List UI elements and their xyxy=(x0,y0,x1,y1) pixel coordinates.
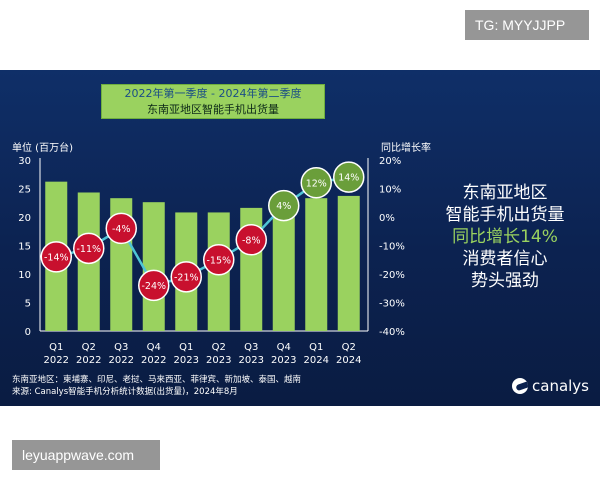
y2-tick-label: -40% xyxy=(379,327,405,338)
x-tick-label: Q4 xyxy=(147,342,161,353)
canalys-logo-icon xyxy=(512,378,528,394)
x-tick-label: Q2 xyxy=(82,342,96,353)
growth-rate-point xyxy=(138,269,170,302)
y2-tick-label: -30% xyxy=(379,299,405,310)
watermark-top: TG: MYYJJPP xyxy=(465,10,589,40)
x-tick-label: 2022 xyxy=(109,355,134,366)
headline-line-1: 东南亚地区 xyxy=(462,183,548,203)
x-tick-label: 2023 xyxy=(174,355,199,366)
growth-rate-label: 14% xyxy=(338,173,359,184)
growth-rate-label: -21% xyxy=(174,272,199,283)
chart-title: 东南亚地区智能手机出货量 xyxy=(147,103,279,116)
x-tick-label: 2022 xyxy=(141,355,166,366)
growth-rate-point xyxy=(333,161,365,193)
growth-rate-point xyxy=(73,232,105,265)
x-tick-label: Q4 xyxy=(277,342,291,353)
growth-rate-point xyxy=(105,212,137,245)
chart-title-box: 2022年第一季度 - 2024年第二季度 东南亚地区智能手机出货量 xyxy=(101,84,325,119)
chart-bar xyxy=(305,198,328,331)
y2-tick-label: -20% xyxy=(379,270,405,281)
growth-rate-point xyxy=(235,224,267,256)
canalys-logo: canalys xyxy=(512,377,589,395)
growth-rate-label: -15% xyxy=(206,255,231,266)
growth-rate-point xyxy=(203,244,235,276)
footnote-region: 东南亚地区：柬埔寨、印尼、老挝、马来西亚、菲律宾、新加坡、泰国、越南 xyxy=(12,375,302,385)
growth-rate-label: 12% xyxy=(306,178,327,189)
chart-bar xyxy=(142,202,165,331)
chart-title-period: 2022年第一季度 - 2024年第二季度 xyxy=(124,87,302,100)
chart-bar xyxy=(272,199,295,331)
growth-rate-label: -11% xyxy=(76,244,101,255)
x-tick-label: 2022 xyxy=(44,355,69,366)
growth-rate-line xyxy=(55,175,349,287)
x-tick-label: Q2 xyxy=(212,342,226,353)
y-tick-label: 15 xyxy=(18,242,31,253)
y-tick-label: 0 xyxy=(25,327,31,338)
x-tick-label: 2023 xyxy=(271,355,296,366)
x-tick-label: 2023 xyxy=(206,355,231,366)
canalys-logo-text: canalys xyxy=(532,377,589,395)
headline-line-3: 同比增长14% xyxy=(452,227,558,247)
headline-line-4: 消费者信心 xyxy=(462,249,548,269)
x-tick-label: 2024 xyxy=(304,355,329,366)
x-tick-label: Q1 xyxy=(179,342,193,353)
x-tick-label: Q1 xyxy=(49,342,63,353)
growth-rate-point xyxy=(268,189,300,222)
y-tick-label: 30 xyxy=(18,156,31,167)
y-tick-label: 5 xyxy=(25,299,31,310)
chart-bar xyxy=(337,195,360,331)
y2-tick-label: 10% xyxy=(379,185,401,196)
x-tick-label: Q3 xyxy=(244,342,258,353)
footnote: 东南亚地区：柬埔寨、印尼、老挝、马来西亚、菲律宾、新加坡、泰国、越南 来源: C… xyxy=(12,374,452,398)
y-tick-label: 20 xyxy=(18,213,31,224)
headline-line-5: 势头强劲 xyxy=(471,271,539,291)
x-tick-label: 2023 xyxy=(239,355,264,366)
growth-rate-label: -14% xyxy=(44,252,69,263)
growth-rate-label: -24% xyxy=(141,281,166,292)
y2-tick-label: 20% xyxy=(379,156,401,167)
growth-rate-label: 4% xyxy=(276,201,291,212)
y2-axis-title: 同比增长率 xyxy=(381,141,431,154)
growth-rate-label: -4% xyxy=(112,224,131,235)
y-tick-label: 10 xyxy=(18,270,31,281)
y-tick-label: 25 xyxy=(18,185,31,196)
y2-tick-label: -10% xyxy=(379,242,405,253)
x-tick-label: 2022 xyxy=(76,355,101,366)
y-axis-title: 单位 (百万台) xyxy=(12,141,73,154)
growth-rate-point xyxy=(170,261,202,293)
x-tick-label: 2024 xyxy=(336,355,361,366)
growth-rate-label: -8% xyxy=(242,235,261,246)
x-tick-label: Q1 xyxy=(309,342,323,353)
watermark-bottom: leyuappwave.com xyxy=(12,440,160,470)
footnote-source: 来源: Canalys智能手机分析统计数据(出货量)，2024年8月 xyxy=(12,387,238,397)
y2-tick-label: 0% xyxy=(379,213,395,224)
x-tick-label: Q2 xyxy=(342,342,356,353)
headline-text: 东南亚地区 智能手机出货量 同比增长14% 消费者信心 势头强劲 xyxy=(420,182,590,292)
growth-rate-point xyxy=(300,167,332,199)
headline-line-2: 智能手机出货量 xyxy=(445,205,565,225)
growth-rate-point xyxy=(40,241,72,273)
x-tick-label: Q3 xyxy=(114,342,128,353)
